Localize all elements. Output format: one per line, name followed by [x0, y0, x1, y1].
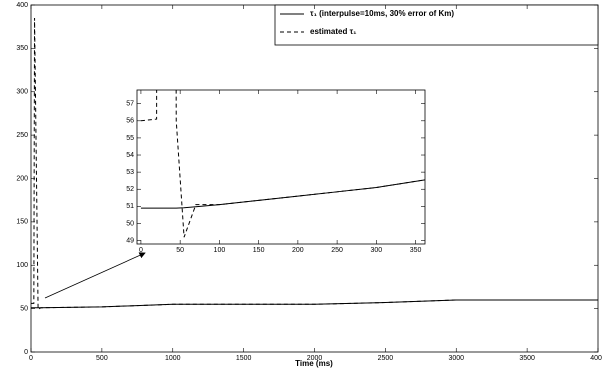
x-tick-label: 50 [176, 247, 184, 254]
y-tick-label: 400 [16, 2, 28, 9]
legend-box [274, 4, 599, 46]
x-tick-label: 1500 [236, 355, 252, 362]
x-tick-label: 3000 [448, 355, 464, 362]
y-tick-label: 52 [126, 186, 134, 193]
y-tick-label: 250 [16, 132, 28, 139]
x-axis-label: Time (ms) [295, 359, 333, 368]
y-tick-label: 54 [126, 152, 134, 159]
y-tick-label: 100 [16, 262, 28, 269]
x-tick-label: 0 [139, 247, 143, 254]
x-tick-label: 100 [214, 247, 226, 254]
y-tick-label: 50 [126, 220, 134, 227]
inset-axes-box [136, 89, 426, 245]
series-line [140, 90, 425, 238]
y-tick-label: 55 [126, 135, 134, 142]
x-tick-label: 2000 [307, 355, 323, 362]
x-tick-label: 3500 [519, 355, 535, 362]
zoom-arrow [44, 252, 146, 299]
y-tick-label: 57 [126, 101, 134, 108]
y-tick-label: 51 [126, 203, 134, 210]
y-tick-label: 56 [126, 118, 134, 125]
x-tick-label: 150 [253, 247, 265, 254]
y-tick-label: 150 [16, 219, 28, 226]
legend-label: τ₁ (interpulse=10ms, 30% error of Km) [310, 9, 454, 18]
y-tick-label: 0 [24, 349, 28, 356]
x-tick-label: 250 [331, 247, 343, 254]
x-tick-label: 350 [410, 247, 422, 254]
y-tick-label: 300 [16, 89, 28, 96]
y-tick-label: 350 [16, 45, 28, 52]
legend-label: estimated τ₁ [310, 27, 357, 36]
x-tick-label: 200 [292, 247, 304, 254]
series-line [31, 18, 598, 311]
y-tick-label: 200 [16, 175, 28, 182]
x-tick-label: 0 [29, 355, 33, 362]
x-tick-label: 2500 [378, 355, 394, 362]
x-tick-label: 300 [371, 247, 383, 254]
x-tick-label: 1000 [165, 355, 181, 362]
y-tick-label: 50 [20, 305, 28, 312]
y-tick-label: 49 [126, 237, 134, 244]
y-tick-label: 53 [126, 169, 134, 176]
x-tick-label: 500 [96, 355, 108, 362]
